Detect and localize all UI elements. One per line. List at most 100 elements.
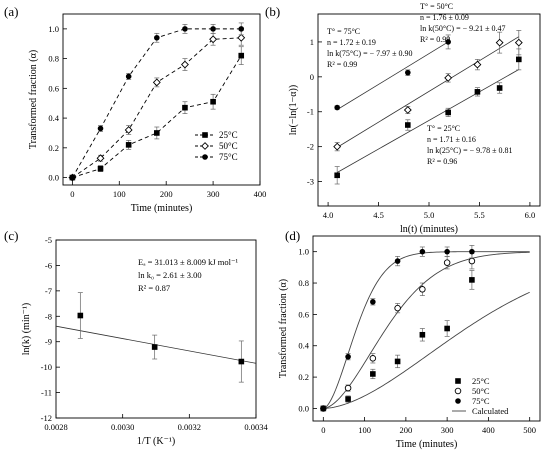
- data-point: [238, 26, 245, 32]
- legend-label: 75°C: [472, 396, 490, 406]
- calculated-curve-25°C: [323, 291, 530, 409]
- annotation-line: R² = 0.99: [420, 35, 450, 44]
- legend-label: 50°C: [472, 386, 490, 396]
- legend-label: 50°C: [219, 141, 238, 151]
- panel-d-ytick-label: 1.0: [298, 247, 309, 257]
- data-point: [344, 384, 352, 392]
- panel-c-ytick-label: -5: [45, 235, 52, 245]
- data-point: [345, 396, 351, 402]
- panel-c-ytick-label: -7: [45, 286, 52, 296]
- data-point: [405, 122, 411, 128]
- data-point: [97, 165, 104, 172]
- panel-c-frame: [55, 239, 257, 419]
- panel-c-label: (c): [4, 228, 18, 243]
- annotation-line: ln k(25°C) = − 9.78 ± 0.81: [427, 146, 513, 155]
- data-point: [238, 52, 245, 59]
- data-point: [495, 38, 504, 47]
- panel-a-xtick-label: 0: [70, 189, 74, 199]
- data-point: [154, 130, 160, 136]
- data-point: [369, 355, 377, 362]
- panel-b-ytick-label: -2: [307, 142, 314, 152]
- panel-a-frame: [62, 13, 261, 186]
- panel-a-xtick-label: 200: [160, 189, 173, 199]
- data-point: [125, 142, 132, 148]
- legend-marker: [201, 142, 209, 150]
- panel-d-xtick-label: 400: [482, 425, 495, 435]
- panel-c-xtick-label: 0.0028: [44, 422, 67, 432]
- annotation-line: R² = 0.87: [138, 283, 170, 293]
- panel-a-xlabel: Time (minutes): [131, 203, 193, 214]
- panel-c-xtick-label: 0.0030: [111, 422, 134, 432]
- panel-d-xtick-label: 500: [523, 425, 536, 435]
- annotation-line: ln k(50°C) = − 9.21 ± 0.47: [420, 24, 506, 33]
- panel-c-ylabel: ln(k) (min⁻¹): [21, 303, 32, 355]
- panel-d-label: (d): [285, 228, 300, 243]
- annotation-line: n = 1.72 ± 0.19: [327, 38, 376, 47]
- data-point: [96, 154, 105, 163]
- data-point: [444, 248, 450, 255]
- data-point: [469, 277, 475, 283]
- panel-b-ytick-label: -3: [307, 177, 314, 187]
- panel-a-ytick-label: 0.8: [48, 54, 59, 64]
- data-point: [496, 85, 503, 91]
- panel-c-ytick-label: -11: [41, 388, 52, 398]
- panel-d-ytick-label: 0.6: [298, 309, 309, 319]
- panel-a-ytick-label: 0.0: [48, 173, 59, 183]
- data-point: [405, 69, 411, 76]
- panel-c-xtick-label: 0.0034: [244, 422, 268, 432]
- data-point: [403, 106, 412, 114]
- panel-c-xtick-label: 0.0032: [178, 422, 201, 432]
- data-point: [516, 56, 522, 63]
- panel-d-xtick-label: 0: [321, 425, 325, 435]
- panel-b-label: (b): [265, 4, 280, 19]
- legend-marker: [455, 398, 461, 404]
- annotation-line: n = 1.76 ± 0.09: [420, 13, 469, 22]
- panel-a-ytick-label: 1.0: [48, 24, 59, 34]
- data-point: [210, 26, 216, 32]
- panel-c-xlabel: 1/T (K⁻¹): [137, 436, 175, 447]
- panel-b-ytick-label: 0: [310, 72, 314, 82]
- annotation-line: T° = 50°C: [420, 2, 453, 11]
- series-line-50°C: [72, 37, 242, 178]
- annotation-line: ln k(75°C) = − 7.97 ± 0.90: [327, 49, 413, 58]
- data-point: [124, 126, 133, 134]
- data-point: [370, 299, 376, 305]
- data-point: [443, 259, 451, 266]
- data-point: [182, 26, 188, 32]
- panel-a-xtick-label: 300: [207, 189, 220, 199]
- annotation-line: T° = 75°C: [327, 27, 360, 36]
- data-point: [125, 73, 132, 80]
- data-point: [445, 109, 451, 116]
- calculated-curve-50°C: [323, 251, 530, 409]
- legend-label: 25°C: [472, 376, 490, 386]
- panel-d-ytick-label: 0.8: [298, 278, 309, 288]
- legend-label: Calculated: [472, 406, 509, 416]
- panel-b-xtick-label: 5.0: [424, 210, 435, 220]
- panel-a-ytick-label: 0.6: [48, 83, 59, 93]
- panel-d-xtick-label: 200: [399, 425, 412, 435]
- data-point: [334, 172, 340, 179]
- panel-c-ytick-label: -10: [41, 362, 52, 372]
- data-point: [474, 89, 481, 95]
- panel-b-xtick-label: 4.0: [323, 210, 334, 220]
- data-point: [394, 358, 401, 365]
- panel-c-ytick-label: -12: [41, 413, 52, 423]
- panel-b-xtick-label: 6.0: [525, 210, 536, 220]
- data-point: [69, 174, 76, 181]
- data-point: [97, 125, 104, 132]
- panel-c-ytick-label: -6: [45, 260, 52, 270]
- panel-a-xtick-label: 400: [254, 189, 267, 199]
- panel-c-ytick-label: -8: [45, 311, 52, 321]
- panel-b-ytick-label: 1: [310, 37, 314, 47]
- series-line-75°C: [71, 28, 242, 178]
- data-point: [77, 312, 84, 319]
- data-point: [394, 304, 401, 312]
- data-point: [419, 248, 426, 255]
- panel-a-ytick-label: 0.2: [48, 143, 59, 153]
- data-point: [237, 33, 246, 42]
- legend-label: 75°C: [219, 152, 238, 162]
- data-point: [370, 371, 376, 377]
- data-point: [209, 35, 218, 44]
- panel-c-ytick-label: -9: [45, 337, 52, 347]
